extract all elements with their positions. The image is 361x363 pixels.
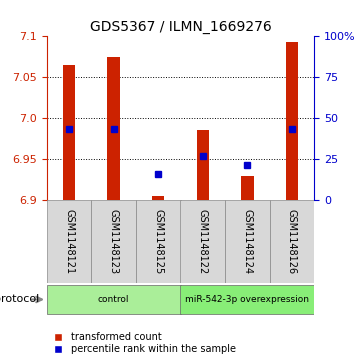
Bar xyxy=(270,200,314,283)
Bar xyxy=(241,176,253,200)
Bar xyxy=(225,200,270,283)
Text: GSM1148122: GSM1148122 xyxy=(198,209,208,274)
Bar xyxy=(63,65,75,200)
Text: protocol: protocol xyxy=(0,294,40,305)
Bar xyxy=(180,285,314,314)
Text: miR-542-3p overexpression: miR-542-3p overexpression xyxy=(185,295,309,304)
Bar xyxy=(136,200,180,283)
Text: GSM1148126: GSM1148126 xyxy=(287,209,297,274)
Text: GSM1148125: GSM1148125 xyxy=(153,209,163,274)
Bar xyxy=(180,200,225,283)
Text: GSM1148123: GSM1148123 xyxy=(109,209,119,274)
Bar xyxy=(152,196,165,200)
Bar xyxy=(47,285,180,314)
Bar xyxy=(91,200,136,283)
Text: GSM1148121: GSM1148121 xyxy=(64,209,74,274)
Bar xyxy=(47,200,91,283)
Text: control: control xyxy=(98,295,130,304)
Bar xyxy=(108,57,120,200)
Text: GSM1148124: GSM1148124 xyxy=(242,209,252,274)
Title: GDS5367 / ILMN_1669276: GDS5367 / ILMN_1669276 xyxy=(90,20,271,34)
Bar xyxy=(286,42,298,200)
Bar xyxy=(196,130,209,200)
Legend: transformed count, percentile rank within the sample: transformed count, percentile rank withi… xyxy=(44,329,240,358)
